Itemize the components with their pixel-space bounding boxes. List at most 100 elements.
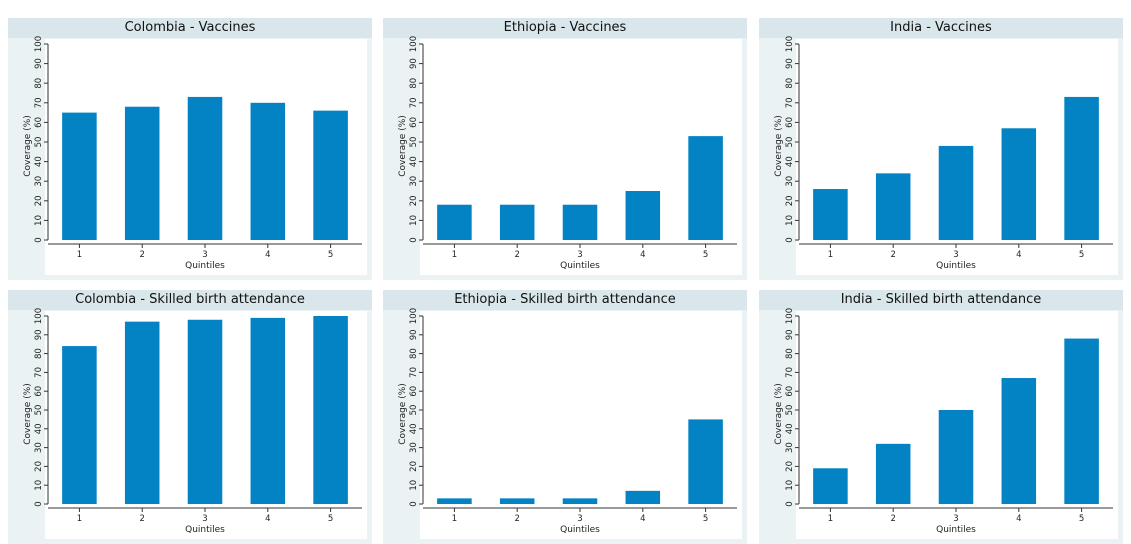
x-tick-label: 1 — [77, 514, 82, 524]
chart-panel-ethiopia-vaccines: Ethiopia - Vaccines 0 10 20 30 40 50 60 70 80 90 1… — [383, 18, 747, 280]
bar — [688, 419, 723, 504]
y-axis-title: Coverage (%) — [398, 383, 408, 445]
bar — [187, 96, 223, 240]
y-tick-label: 40 — [409, 423, 419, 434]
x-axis-title: Quintiles — [560, 261, 600, 271]
y-tick-label: 100 — [34, 36, 44, 52]
bar-chart: 0 10 20 30 40 50 60 70 80 90 100 Coverage (%) 1 2 3 4 5 Q… — [398, 308, 742, 539]
x-tick-label: 3 — [577, 514, 582, 524]
y-tick-label: 0 — [34, 501, 44, 506]
y-tick-label: 40 — [34, 156, 44, 167]
y-tick-label: 90 — [409, 58, 419, 69]
y-axis-title: Coverage (%) — [23, 383, 33, 445]
y-tick-label: 70 — [34, 97, 44, 108]
bar — [688, 136, 723, 240]
y-tick-label: 50 — [34, 405, 44, 416]
panel-title: India - Vaccines — [759, 18, 1123, 38]
y-tick-label: 10 — [785, 480, 795, 491]
x-tick-label: 5 — [328, 250, 333, 260]
y-tick-label: 80 — [34, 78, 44, 89]
y-tick-label: 90 — [409, 329, 419, 340]
y-tick-label: 50 — [409, 137, 419, 148]
bar — [250, 317, 286, 504]
x-tick-label: 2 — [139, 514, 144, 524]
chart-panel-colombia-skilled-birth: Colombia - Skilled birth attendance 0 10 2… — [8, 290, 372, 544]
y-tick-label: 0 — [34, 237, 44, 242]
y-tick-label: 80 — [409, 348, 419, 359]
bar — [562, 498, 598, 504]
y-tick-label: 100 — [34, 308, 44, 324]
y-axis-title: Coverage (%) — [398, 115, 408, 177]
y-tick-label: 90 — [34, 329, 44, 340]
bar — [499, 204, 535, 240]
x-tick-label: 2 — [139, 250, 144, 260]
y-axis-title: Coverage (%) — [774, 383, 784, 445]
bar — [875, 443, 911, 504]
y-tick-label: 50 — [785, 405, 795, 416]
x-tick-label: 2 — [514, 514, 519, 524]
y-tick-label: 0 — [785, 501, 795, 506]
bar — [187, 319, 223, 504]
y-tick-label: 70 — [409, 367, 419, 378]
y-tick-label: 20 — [409, 461, 419, 472]
bar — [313, 110, 348, 240]
bar — [1001, 128, 1037, 240]
x-tick-label: 4 — [640, 514, 645, 524]
bar — [250, 102, 286, 240]
y-tick-label: 80 — [785, 78, 795, 89]
bar-chart: 0 10 20 30 40 50 60 70 80 90 100 Coverage (%) 1 2 3 4 5 Q… — [774, 36, 1118, 275]
y-tick-label: 80 — [409, 78, 419, 89]
x-tick-label: 4 — [265, 250, 270, 260]
y-tick-label: 40 — [785, 423, 795, 434]
y-tick-label: 90 — [785, 58, 795, 69]
y-tick-label: 10 — [34, 215, 44, 226]
x-tick-label: 2 — [890, 514, 895, 524]
bar — [437, 498, 472, 504]
chart-panel-ethiopia-skilled-birth: Ethiopia - Skilled birth attendance 0 10 2… — [383, 290, 747, 544]
y-tick-label: 60 — [34, 386, 44, 397]
x-tick-label: 3 — [202, 250, 207, 260]
y-tick-label: 90 — [34, 58, 44, 69]
y-tick-label: 60 — [409, 386, 419, 397]
panel-title: Ethiopia - Skilled birth attendance — [383, 290, 747, 310]
x-tick-label: 3 — [577, 250, 582, 260]
y-tick-label: 10 — [34, 480, 44, 491]
y-tick-label: 10 — [785, 215, 795, 226]
y-tick-label: 20 — [34, 461, 44, 472]
bar — [1064, 96, 1099, 240]
y-tick-label: 30 — [785, 176, 795, 187]
x-tick-label: 1 — [452, 514, 457, 524]
chart-panel-india-skilled-birth: India - Skilled birth attendance 0 10 20 30… — [759, 290, 1123, 544]
bar — [1001, 378, 1037, 504]
x-tick-label: 1 — [828, 250, 833, 260]
x-tick-label: 3 — [953, 250, 958, 260]
x-tick-label: 5 — [328, 514, 333, 524]
y-tick-label: 100 — [409, 36, 419, 52]
panel-title: India - Skilled birth attendance — [759, 290, 1123, 310]
x-tick-label: 5 — [1079, 250, 1084, 260]
y-tick-label: 60 — [409, 117, 419, 128]
y-tick-label: 90 — [785, 329, 795, 340]
y-tick-label: 30 — [409, 442, 419, 453]
y-tick-label: 20 — [785, 461, 795, 472]
x-tick-label: 2 — [514, 250, 519, 260]
bar — [1064, 338, 1099, 504]
x-tick-label: 4 — [1016, 514, 1021, 524]
x-tick-label: 5 — [703, 514, 708, 524]
y-tick-label: 100 — [785, 36, 795, 52]
x-tick-label: 5 — [703, 250, 708, 260]
y-tick-label: 50 — [409, 405, 419, 416]
x-axis-title: Quintiles — [936, 261, 976, 271]
y-tick-label: 20 — [409, 195, 419, 206]
x-tick-label: 4 — [1016, 250, 1021, 260]
y-tick-label: 20 — [34, 195, 44, 206]
y-tick-label: 30 — [409, 176, 419, 187]
y-axis-title: Coverage (%) — [774, 115, 784, 177]
panel-title: Colombia - Vaccines — [8, 18, 372, 38]
y-tick-label: 30 — [34, 176, 44, 187]
y-tick-label: 70 — [785, 97, 795, 108]
bar-chart: 0 10 20 30 40 50 60 70 80 90 100 Coverage (%) 1 2 3 4 5 Q… — [774, 308, 1118, 539]
y-tick-label: 50 — [34, 137, 44, 148]
x-tick-label: 5 — [1079, 514, 1084, 524]
x-axis-title: Quintiles — [936, 525, 976, 535]
